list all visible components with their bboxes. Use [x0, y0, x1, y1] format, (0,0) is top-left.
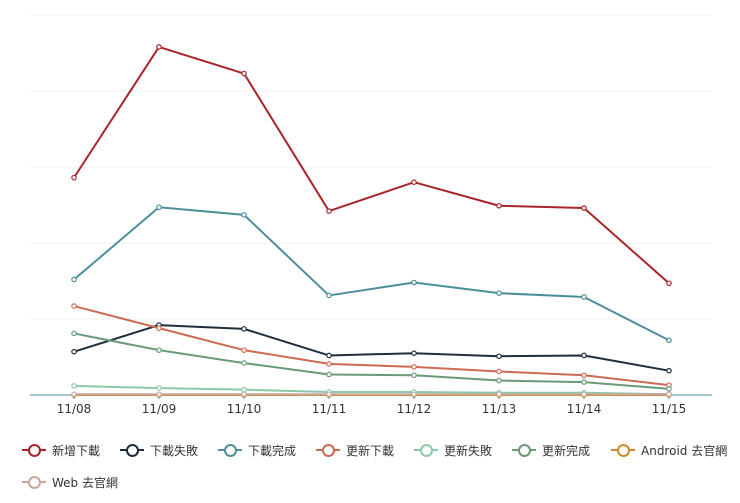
x-tick-label: 11/13: [482, 402, 517, 416]
data-point[interactable]: [666, 367, 672, 374]
data-point[interactable]: [496, 391, 502, 398]
data-point[interactable]: [156, 385, 162, 391]
x-axis: 11/08 11/09 11/10 11/11 11/12 11/13 11/14 11/15: [57, 395, 687, 416]
series-7: [71, 391, 672, 398]
legend-line-circle-icon: [512, 443, 536, 457]
data-point[interactable]: [71, 383, 77, 389]
series-line: [73, 206, 670, 342]
data-point[interactable]: [581, 379, 587, 385]
series-line: [73, 305, 670, 387]
data-point[interactable]: [411, 391, 417, 398]
x-tick-label: 11/09: [142, 402, 177, 416]
legend-item[interactable]: Web 去官網: [22, 470, 118, 494]
data-point[interactable]: [496, 290, 502, 296]
x-tick-label: 11/14: [567, 402, 602, 416]
legend-label: 新增下載: [52, 443, 101, 458]
data-point[interactable]: [326, 352, 332, 359]
data-point[interactable]: [666, 386, 672, 392]
data-point[interactable]: [241, 70, 247, 77]
data-point[interactable]: [326, 391, 332, 398]
series-line: [73, 45, 670, 285]
data-point[interactable]: [71, 276, 77, 283]
series-1: [71, 322, 672, 374]
legend-line-circle-icon: [611, 443, 635, 457]
legend-line-circle-icon: [22, 475, 46, 489]
data-point[interactable]: [411, 372, 417, 379]
legend-line-circle-icon: [22, 443, 46, 457]
data-point[interactable]: [71, 303, 77, 309]
series-line: [73, 324, 670, 372]
series-2: [71, 204, 672, 344]
data-point[interactable]: [496, 368, 502, 375]
data-point[interactable]: [326, 208, 332, 214]
data-point[interactable]: [156, 44, 162, 50]
legend-item[interactable]: 下載完成: [218, 438, 296, 462]
data-point[interactable]: [156, 347, 162, 353]
series-line: [73, 384, 670, 396]
data-point[interactable]: [581, 372, 587, 379]
legend-line-circle-icon: [414, 443, 438, 457]
legend-label: 更新下載: [346, 443, 395, 458]
series-5: [71, 330, 672, 392]
data-point[interactable]: [156, 325, 162, 331]
data-point[interactable]: [241, 212, 247, 218]
data-point[interactable]: [411, 179, 417, 186]
legend-item[interactable]: Android 去官網: [611, 438, 727, 462]
data-point[interactable]: [241, 326, 247, 332]
data-point[interactable]: [581, 205, 587, 211]
data-point[interactable]: [71, 330, 77, 337]
x-tick-label: 11/08: [57, 402, 92, 416]
data-point[interactable]: [411, 364, 417, 370]
x-tick-label: 11/15: [652, 402, 687, 416]
series-layer: [71, 44, 672, 398]
data-point[interactable]: [241, 360, 247, 366]
x-tick-label: 11/11: [312, 402, 347, 416]
data-point[interactable]: [71, 391, 77, 398]
data-point[interactable]: [666, 280, 672, 287]
data-point[interactable]: [666, 391, 672, 398]
data-point[interactable]: [156, 391, 162, 398]
legend-label: Web 去官網: [52, 475, 118, 490]
x-tick-label: 11/10: [227, 402, 262, 416]
data-point[interactable]: [581, 352, 587, 359]
data-point[interactable]: [241, 347, 247, 353]
legend-label: 下載完成: [248, 443, 297, 458]
data-point[interactable]: [581, 391, 587, 398]
grid-lines: [30, 14, 712, 396]
data-point[interactable]: [411, 350, 417, 357]
line-chart: 11/08 11/09 11/10 11/11 11/12 11/13 11/14 11/15: [30, 14, 712, 416]
legend-line-circle-icon: [316, 443, 340, 457]
data-point[interactable]: [496, 202, 502, 209]
legend-label: 下載失敗: [150, 443, 199, 458]
legend-item[interactable]: 更新下載: [316, 438, 394, 462]
legend-line-circle-icon: [218, 443, 242, 457]
series-3: [71, 303, 672, 388]
data-point[interactable]: [241, 386, 247, 393]
legend-item[interactable]: 下載失敗: [120, 438, 198, 462]
data-point[interactable]: [326, 361, 332, 367]
data-point[interactable]: [411, 279, 417, 286]
series-line: [73, 332, 670, 390]
data-point[interactable]: [666, 337, 672, 344]
data-point[interactable]: [326, 292, 332, 299]
data-point[interactable]: [241, 391, 247, 398]
data-point[interactable]: [496, 353, 502, 360]
data-point[interactable]: [581, 294, 587, 300]
legend-label: 更新完成: [542, 443, 591, 458]
x-tick-label: 11/12: [397, 402, 432, 416]
legend-item[interactable]: 新增下載: [22, 438, 100, 462]
data-point[interactable]: [156, 204, 162, 211]
data-point[interactable]: [71, 174, 77, 181]
data-point[interactable]: [326, 371, 332, 378]
data-point[interactable]: [71, 348, 77, 355]
data-point[interactable]: [496, 377, 502, 384]
legend-item[interactable]: 更新完成: [512, 438, 590, 462]
legend-label: Android 去官網: [641, 443, 728, 458]
series-0: [71, 44, 672, 287]
legend-item[interactable]: 更新失敗: [414, 438, 492, 462]
legend-line-circle-icon: [120, 443, 144, 457]
legend-label: 更新失敗: [444, 443, 493, 458]
